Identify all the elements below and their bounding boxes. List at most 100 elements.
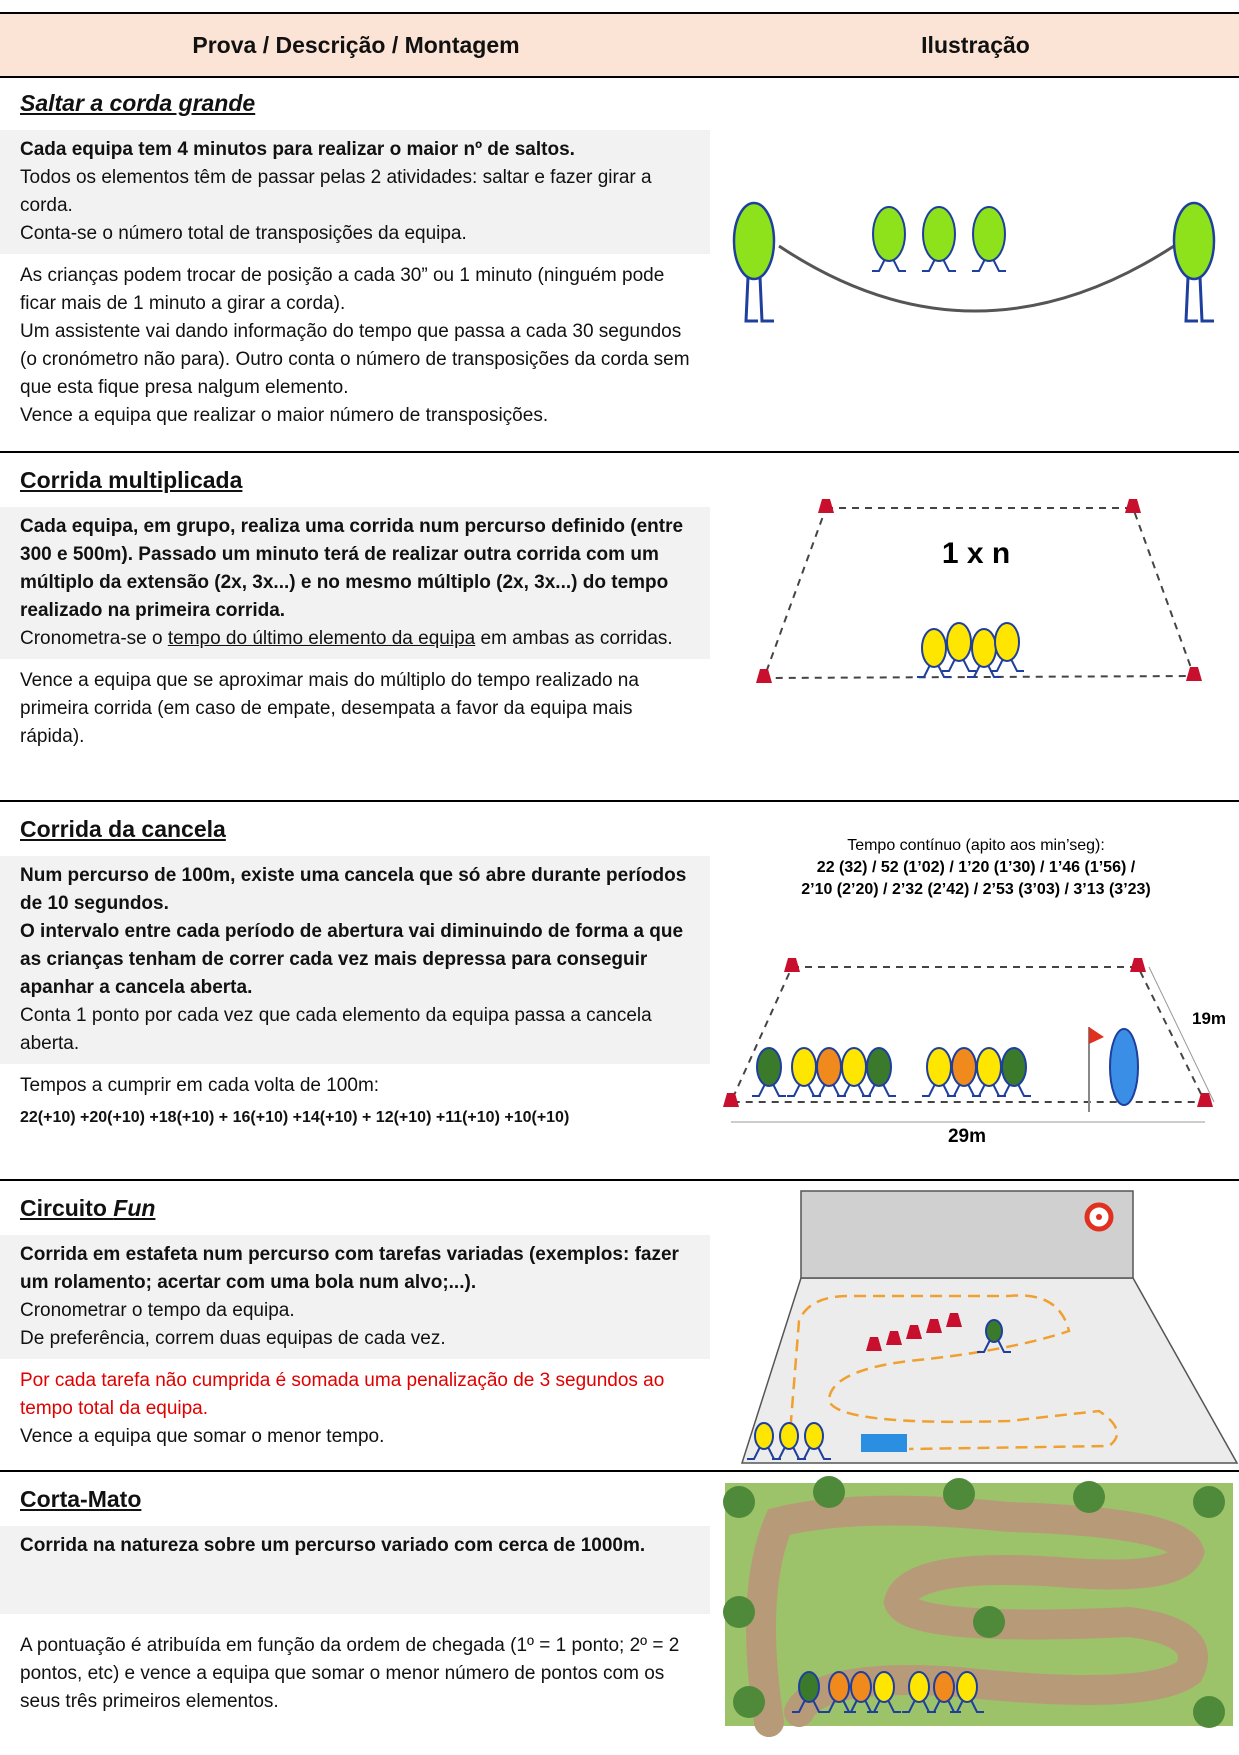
- paragraph: 22(+10) +20(+10) +18(+10) + 16(+10) +14(…: [20, 1109, 570, 1126]
- dimension-line: [1148, 966, 1215, 1103]
- cone: [946, 1313, 962, 1327]
- paragraph: Cada equipa, em grupo, realiza uma corri…: [20, 516, 684, 621]
- description-cell: Circuito Fun Corrida em estafeta num per…: [0, 1181, 712, 1451]
- figure-body: [872, 206, 906, 262]
- figure-legs: [967, 664, 1001, 678]
- paragraph: As crianças podem trocar de posição a ca…: [20, 265, 665, 314]
- section-title: Corta-Mato: [20, 1486, 142, 1512]
- paragraph: A pontuação é atribuída em função da ord…: [20, 1635, 680, 1712]
- figure-body: [972, 206, 1006, 262]
- underlined-text: tempo do último elemento da equipa: [167, 628, 476, 649]
- cone: [886, 1331, 902, 1345]
- figure-legs: [797, 1446, 831, 1460]
- section-row: Corta-Mato Corrida na natureza sobre um …: [0, 1472, 1239, 1755]
- gatekeeper: [1109, 1028, 1139, 1106]
- figure-body: [922, 206, 956, 262]
- section-title: Circuito Fun: [20, 1193, 712, 1223]
- figure-body: [754, 1422, 774, 1450]
- figure-legs: [862, 1083, 896, 1097]
- section-title: Saltar a corda grande: [20, 90, 256, 116]
- highlight-box: Corrida na natureza sobre um percurso va…: [0, 1526, 710, 1614]
- paragraph: Vence a equipa que realizar o maior núme…: [20, 405, 549, 426]
- tree: [813, 1476, 845, 1508]
- paragraph: Vence a equipa que se aproximar mais do …: [20, 670, 639, 747]
- illustration: [732, 201, 1216, 323]
- section-row: Circuito Fun Corrida em estafeta num per…: [0, 1181, 1239, 1472]
- paragraph: Todos os elementos têm de passar pelas 2…: [20, 167, 652, 216]
- text-run: em ambas as corridas.: [475, 628, 673, 649]
- figure-body: [933, 1671, 955, 1703]
- illustration-caption: Tempo contínuo (apito aos min’seg):: [847, 837, 1105, 854]
- figure-body: [791, 1047, 817, 1087]
- description-cell: Saltar a corda grande Cada equipa tem 4 …: [0, 76, 712, 430]
- text-block: A pontuação é atribuída em função da ord…: [0, 1614, 710, 1716]
- figure-legs: [922, 258, 956, 272]
- figure-body: [804, 1422, 824, 1450]
- paragraph: Um assistente vai dando informação do te…: [20, 321, 690, 398]
- dimension-label: 19m: [1192, 1009, 1226, 1028]
- trail: [746, 1495, 1208, 1737]
- paragraph: Corrida em estafeta num percurso com tar…: [20, 1244, 679, 1293]
- section-row: Corrida da cancela Num percurso de 100m,…: [0, 802, 1239, 1181]
- paragraph: Por cada tarefa não cumprida é somada um…: [20, 1370, 665, 1419]
- highlight-box: Num percurso de 100m, existe uma cancela…: [0, 856, 710, 1064]
- figure-body: [921, 628, 947, 668]
- figure-body: [1172, 201, 1216, 281]
- cone: [723, 1093, 739, 1107]
- cone: [784, 958, 800, 972]
- tree: [723, 1596, 755, 1628]
- section-row: Saltar a corda grande Cada equipa tem 4 …: [0, 76, 1239, 453]
- table-header: Prova / Descrição / Montagem Ilustração: [0, 12, 1239, 78]
- figure-legs: [752, 1083, 786, 1097]
- tree: [943, 1478, 975, 1510]
- figure-body: [951, 1047, 977, 1087]
- route: [787, 1294, 1119, 1451]
- tree: [973, 1606, 1005, 1638]
- figure-legs: [990, 658, 1024, 672]
- cone: [906, 1325, 922, 1339]
- description-cell: Corrida da cancela Num percurso de 100m,…: [0, 802, 712, 1132]
- tree: [1193, 1696, 1225, 1728]
- figure-body: [850, 1671, 872, 1703]
- figure-body: [971, 628, 997, 668]
- text-run: Cronometra-se o: [20, 628, 168, 649]
- tree: [723, 1486, 755, 1518]
- cone: [818, 499, 834, 513]
- figure-body: [816, 1047, 842, 1087]
- figure-body: [756, 1047, 782, 1087]
- description-cell: Corta-Mato Corrida na natureza sobre um …: [0, 1472, 712, 1716]
- section-row: Corrida multiplicada Cada equipa, em gru…: [0, 453, 1239, 802]
- paragraph: Conta 1 ponto por cada vez que cada elem…: [20, 1005, 652, 1054]
- paragraph: De preferência, correm duas equipas de c…: [20, 1328, 446, 1349]
- section-title: Corrida da cancela: [20, 816, 226, 842]
- figure-legs: [977, 1339, 1011, 1353]
- illustration-times: 2’10 (2’20) / 2’32 (2’42) / 2’53 (3’03) …: [801, 881, 1151, 898]
- figure-legs: [942, 658, 976, 672]
- illustration: 1 x n: [756, 499, 1202, 683]
- text-block: Tempos a cumprir em cada volta de 100m: …: [0, 1064, 710, 1132]
- figure-body: [926, 1047, 952, 1087]
- figure-legs: [917, 664, 951, 678]
- cone: [1125, 499, 1141, 513]
- figure-legs: [872, 258, 906, 272]
- highlight-box: Cada equipa tem 4 minutos para realizar …: [0, 130, 710, 254]
- figure-legs: [867, 1699, 901, 1713]
- paragraph: O intervalo entre cada período de abertu…: [20, 921, 684, 998]
- paragraph: Num percurso de 100m, existe uma cancela…: [20, 865, 687, 914]
- figure-body: [828, 1671, 850, 1703]
- illustration: Tempo contínuo (apito aos min’seg): 22 (…: [723, 837, 1226, 1147]
- text-block: Por cada tarefa não cumprida é somada um…: [0, 1359, 710, 1451]
- figure-body: [873, 1671, 895, 1703]
- figure-legs: [950, 1699, 984, 1713]
- description-cell: Corrida multiplicada Cada equipa, em gru…: [0, 453, 712, 751]
- dimension-label: 29m: [948, 1126, 986, 1147]
- paragraph: Tempos a cumprir em cada volta de 100m:: [20, 1075, 380, 1096]
- title-run: Fun: [113, 1195, 156, 1221]
- illustration: [740, 1190, 1239, 1464]
- tree: [1193, 1486, 1225, 1518]
- figure-legs: [972, 258, 1006, 272]
- text-block: As crianças podem trocar de posição a ca…: [0, 254, 710, 430]
- figure-body: [1001, 1047, 1027, 1087]
- rope: [778, 244, 1175, 313]
